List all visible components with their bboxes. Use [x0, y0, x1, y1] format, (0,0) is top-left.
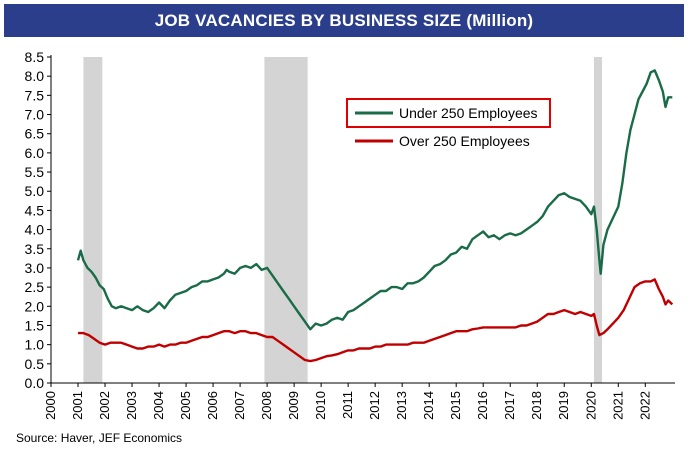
- y-tick-label-6: 3.0: [25, 260, 45, 276]
- y-tick-label-10: 5.0: [25, 183, 45, 199]
- y-tick-label-14: 7.0: [25, 107, 45, 123]
- x-tick-label-21: 2021: [610, 391, 625, 420]
- recession-band-0: [83, 57, 103, 383]
- y-tick-label-4: 2.0: [25, 298, 45, 314]
- x-tick-label-2: 2002: [97, 391, 112, 420]
- recession-band-1: [264, 57, 308, 383]
- y-tick-label-8: 4.0: [25, 222, 45, 238]
- x-tick-label-9: 2009: [286, 391, 301, 420]
- y-tick-label-3: 1.5: [25, 317, 45, 333]
- chart-title: JOB VACANCIES BY BUSINESS SIZE (Million): [4, 4, 684, 37]
- y-tick-label-15: 7.5: [25, 87, 45, 103]
- x-tick-label-14: 2014: [421, 391, 436, 420]
- y-tick-label-5: 2.5: [25, 279, 45, 295]
- y-tick-label-7: 3.5: [25, 241, 45, 257]
- y-tick-label-0: 0.0: [25, 375, 45, 391]
- legend: Under 250 Employees Over 250 Employees: [346, 98, 551, 149]
- x-tick-label-12: 2012: [367, 391, 382, 420]
- x-tick-label-22: 2022: [637, 391, 652, 420]
- x-tick-label-16: 2016: [475, 391, 490, 420]
- x-tick-label-18: 2018: [529, 391, 544, 420]
- recession-bands: [83, 57, 603, 383]
- x-tick-label-4: 2004: [151, 391, 166, 420]
- y-tick-label-17: 8.5: [25, 49, 45, 65]
- y-tick-label-16: 8.0: [25, 68, 45, 84]
- x-tick-label-20: 2020: [583, 391, 598, 420]
- x-tick-label-11: 2011: [340, 391, 355, 419]
- x-tick-label-17: 2017: [502, 391, 517, 420]
- x-tick-label-6: 2006: [205, 391, 220, 420]
- x-tick-label-8: 2008: [259, 391, 274, 420]
- x-tick-label-5: 2005: [178, 391, 193, 420]
- x-tick-label-0: 2000: [43, 391, 58, 420]
- y-tick-label-11: 5.5: [25, 164, 45, 180]
- y-tick-label-1: 0.5: [25, 356, 45, 372]
- axes: 0.0 0.5 1.0 1.5 2.0 2.5 3.0 3.5 4.0 4.5 5.0 5.5 6.0 6…: [25, 49, 675, 420]
- legend-highlight-box: [346, 98, 551, 128]
- x-tick-label-3: 2003: [124, 391, 139, 420]
- x-tick-label-7: 2007: [232, 391, 247, 420]
- y-tick-label-2: 1.0: [25, 337, 45, 353]
- recession-band-2: [593, 57, 603, 383]
- legend-label-0: Under 250 Employees: [399, 105, 538, 121]
- y-tick-label-13: 6.5: [25, 126, 45, 142]
- series-line-1: [78, 278, 674, 363]
- y-tick-label-9: 4.5: [25, 202, 45, 218]
- y-tick-label-12: 6.0: [25, 145, 45, 161]
- series-lines: [76, 69, 674, 363]
- x-tick-label-15: 2015: [448, 391, 463, 420]
- x-tick-label-1: 2001: [70, 391, 85, 420]
- series-line-0: [76, 69, 673, 331]
- x-tick-label-10: 2010: [313, 391, 328, 420]
- source-note: Source: Haver, JEF Economics: [16, 431, 183, 445]
- x-tick-label-19: 2019: [556, 391, 571, 420]
- legend-label-1: Over 250 Employees: [399, 133, 530, 149]
- x-tick-label-13: 2013: [394, 391, 409, 420]
